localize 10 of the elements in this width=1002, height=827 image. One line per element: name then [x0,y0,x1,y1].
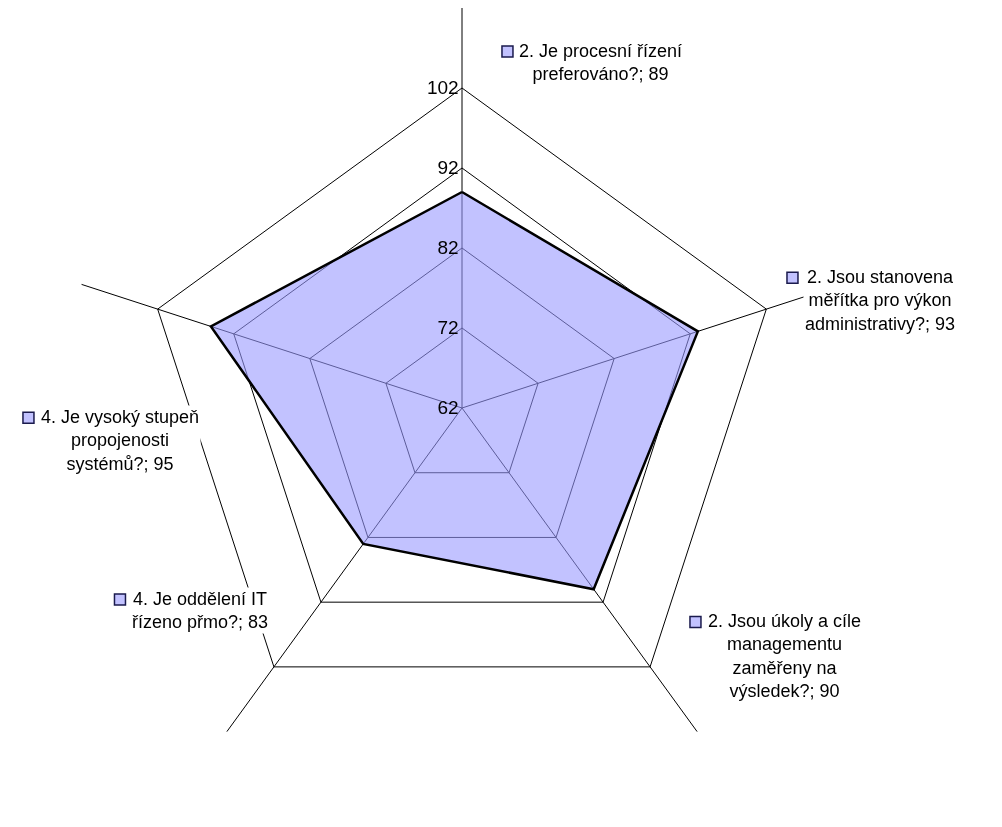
spoke-label: 4. Je oddělení IT řízeno přmo?; 83 [132,589,269,633]
spoke-label: 2. Jsou úkoly a cíle managementu zaměřeny na výsledek?; 90 [708,611,862,702]
y-tick-label: 82 [437,237,459,259]
y-tick-label: 72 [437,317,459,339]
spoke-label: 2. Jsou stanovena měřítka pro výkon administrativy?; 93 [805,267,956,334]
y-tick-label: 62 [437,397,459,419]
spoke-label: 4. Je vysoký stupeň propojenosti systémů?; 95 [41,407,200,474]
y-tick-label: 92 [437,157,459,179]
spoke-label: 2. Je procesní řízení preferováno?; 89 [519,41,683,85]
y-tick-label: 102 [426,77,459,99]
